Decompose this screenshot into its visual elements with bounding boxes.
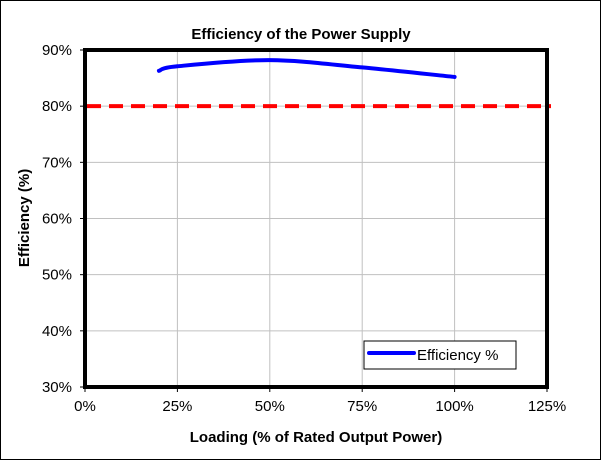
legend-label: Efficiency % <box>417 347 498 364</box>
x-tick-label: 125% <box>528 398 566 415</box>
y-axis-label: Efficiency (%) <box>16 169 33 267</box>
x-tick-label: 0% <box>74 398 96 415</box>
x-tick-label: 100% <box>435 398 473 415</box>
efficiency-series-line <box>156 58 457 79</box>
y-tick-label: 30% <box>42 379 72 396</box>
y-tick-label: 80% <box>42 98 72 115</box>
legend: Efficiency % <box>363 340 517 370</box>
y-tick-label: 70% <box>42 154 72 171</box>
y-tick-label: 50% <box>42 267 72 284</box>
x-tick-label: 75% <box>347 398 377 415</box>
x-tick-label: 25% <box>162 398 192 415</box>
y-tick-label: 90% <box>42 42 72 59</box>
y-tick-label: 60% <box>42 211 72 228</box>
x-tick-label: 50% <box>255 398 285 415</box>
y-tick-label: 40% <box>42 323 72 340</box>
x-axis-label: Loading (% of Rated Output Power) <box>190 429 442 446</box>
chart-title: Efficiency of the Power Supply <box>191 26 411 43</box>
